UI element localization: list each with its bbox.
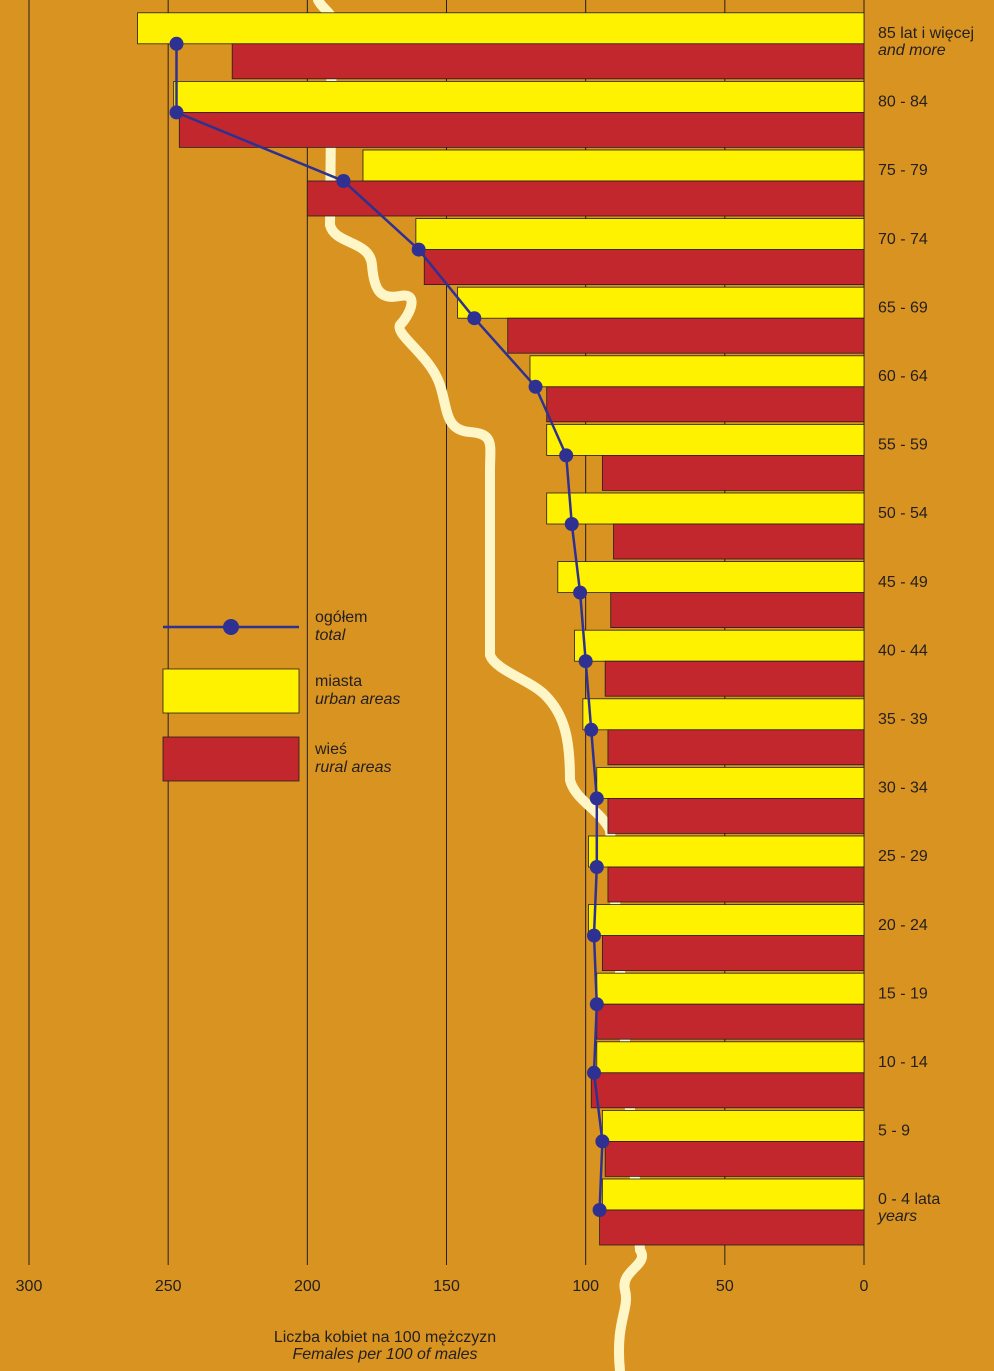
bar bbox=[597, 1004, 864, 1039]
point bbox=[529, 380, 543, 394]
point bbox=[573, 586, 587, 600]
y-tick-label: 20 - 24 bbox=[878, 917, 928, 934]
bar bbox=[608, 867, 864, 902]
x-tick-label: 250 bbox=[155, 1278, 182, 1295]
legend-swatch bbox=[163, 737, 299, 781]
point bbox=[595, 1134, 609, 1148]
legend-sublabel: rural areas bbox=[315, 759, 391, 776]
bar bbox=[138, 13, 864, 44]
point bbox=[565, 517, 579, 531]
point bbox=[590, 997, 604, 1011]
bar bbox=[611, 593, 864, 628]
x-axis-label-en: Females per 100 of males bbox=[293, 1346, 478, 1363]
bar bbox=[591, 1073, 864, 1108]
bar bbox=[508, 318, 864, 353]
y-tick-label: 45 - 49 bbox=[878, 574, 928, 591]
bar bbox=[588, 836, 864, 867]
bar bbox=[547, 387, 864, 422]
legend-sublabel: total bbox=[315, 627, 346, 644]
point bbox=[559, 448, 573, 462]
legend-swatch bbox=[163, 669, 299, 713]
x-tick-label: 300 bbox=[16, 1278, 43, 1295]
legend-sublabel: urban areas bbox=[315, 691, 400, 708]
point bbox=[467, 311, 481, 325]
x-axis-label: Liczba kobiet na 100 mężczyzn bbox=[274, 1329, 496, 1346]
bar bbox=[174, 81, 864, 112]
y-tick-sublabel: and more bbox=[878, 42, 946, 59]
bar bbox=[583, 699, 864, 730]
legend-label: miasta bbox=[315, 673, 362, 690]
y-tick-label: 60 - 64 bbox=[878, 368, 928, 385]
y-tick-label: 0 - 4 lata bbox=[878, 1191, 940, 1208]
x-tick-label: 0 bbox=[860, 1278, 869, 1295]
bar bbox=[558, 562, 864, 593]
y-tick-label: 85 lat i więcej bbox=[878, 25, 974, 42]
bar bbox=[602, 936, 864, 971]
x-tick-label: 150 bbox=[433, 1278, 460, 1295]
point bbox=[587, 929, 601, 943]
bar bbox=[605, 661, 864, 696]
y-tick-sublabel: years bbox=[877, 1208, 917, 1225]
point bbox=[412, 243, 426, 257]
legend-label: wieś bbox=[314, 741, 347, 758]
bar bbox=[547, 493, 864, 524]
bar bbox=[458, 287, 864, 318]
chart: 300 250 200 150 100 50 0 0 - 4 latayears 5 - 9 10… bbox=[0, 0, 994, 1371]
bar bbox=[608, 730, 864, 765]
bar bbox=[307, 181, 864, 216]
bar bbox=[416, 219, 864, 250]
y-tick-label: 30 - 34 bbox=[878, 780, 928, 797]
y-tick-label: 25 - 29 bbox=[878, 848, 928, 865]
legend-label: ogółem bbox=[315, 609, 367, 626]
y-tick-label: 40 - 44 bbox=[878, 642, 928, 659]
point bbox=[584, 723, 598, 737]
bar bbox=[602, 1179, 864, 1210]
bar bbox=[232, 44, 864, 79]
bar bbox=[597, 973, 864, 1004]
bar bbox=[600, 1210, 864, 1245]
point bbox=[579, 654, 593, 668]
point bbox=[587, 1066, 601, 1080]
bar bbox=[597, 767, 864, 798]
x-tick-label: 50 bbox=[716, 1278, 734, 1295]
y-tick-label: 50 - 54 bbox=[878, 505, 928, 522]
y-tick-label: 70 - 74 bbox=[878, 231, 928, 248]
y-tick-label: 15 - 19 bbox=[878, 985, 928, 1002]
legend-point bbox=[223, 619, 239, 635]
bar bbox=[575, 630, 864, 661]
y-tick-label: 5 - 9 bbox=[878, 1123, 910, 1140]
bar bbox=[547, 424, 864, 455]
bar bbox=[424, 250, 864, 285]
point bbox=[337, 174, 351, 188]
point bbox=[590, 791, 604, 805]
bar bbox=[605, 1141, 864, 1176]
bar bbox=[530, 356, 864, 387]
bar bbox=[363, 150, 864, 181]
point bbox=[593, 1203, 607, 1217]
x-tick-label: 200 bbox=[294, 1278, 321, 1295]
bar bbox=[597, 1042, 864, 1073]
bar bbox=[179, 112, 864, 147]
point bbox=[170, 105, 184, 119]
point bbox=[590, 860, 604, 874]
bar bbox=[602, 1110, 864, 1141]
bar bbox=[588, 905, 864, 936]
y-tick-label: 55 - 59 bbox=[878, 437, 928, 454]
y-tick-label: 10 - 14 bbox=[878, 1054, 928, 1071]
y-tick-label: 35 - 39 bbox=[878, 711, 928, 728]
y-tick-label: 75 - 79 bbox=[878, 162, 928, 179]
x-tick-label: 100 bbox=[572, 1278, 599, 1295]
y-tick-label: 65 - 69 bbox=[878, 299, 928, 316]
bar bbox=[608, 798, 864, 833]
point bbox=[170, 37, 184, 51]
page: {"chart_data": { "type": "bar", "orienta… bbox=[0, 0, 994, 1371]
bar bbox=[602, 455, 864, 490]
y-tick-label: 80 - 84 bbox=[878, 94, 928, 111]
bar bbox=[614, 524, 865, 559]
